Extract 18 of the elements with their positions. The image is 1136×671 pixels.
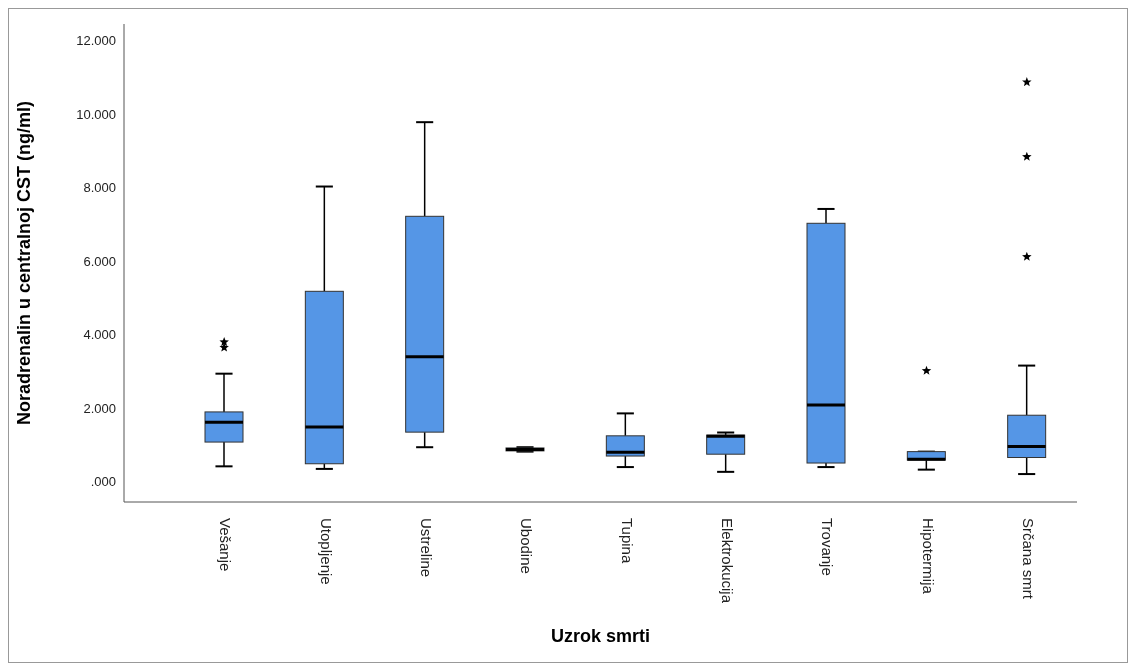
- x-tick-label: Trovanje: [819, 518, 837, 576]
- y-tick-label: 12.000: [76, 33, 116, 49]
- x-tick-label: Srčana smrt: [1019, 518, 1037, 600]
- x-tick-label: Tupina: [618, 518, 636, 564]
- y-tick-label: 8.000: [83, 180, 116, 196]
- x-tick-label: Vešanje: [217, 518, 235, 572]
- x-tick-label: Hipotermija: [919, 518, 937, 595]
- y-tick-label: 4.000: [83, 327, 116, 343]
- x-tick-label: Utopljenje: [317, 518, 335, 585]
- y-tick-label: 6.000: [83, 253, 116, 269]
- y-tick-label: 2.000: [83, 400, 116, 416]
- x-axis-title: Uzrok smrti: [550, 626, 651, 646]
- x-tick-label: Ubodine: [518, 518, 536, 574]
- y-tick-label: 10.000: [76, 106, 116, 122]
- x-tick-label: Elektrokucija: [718, 518, 736, 604]
- x-tick-label: Ustreline: [417, 518, 435, 578]
- y-tick-label: .000: [90, 474, 116, 490]
- y-axis-title: Noradrenalin u centralnoj CST (ng/ml): [14, 100, 35, 426]
